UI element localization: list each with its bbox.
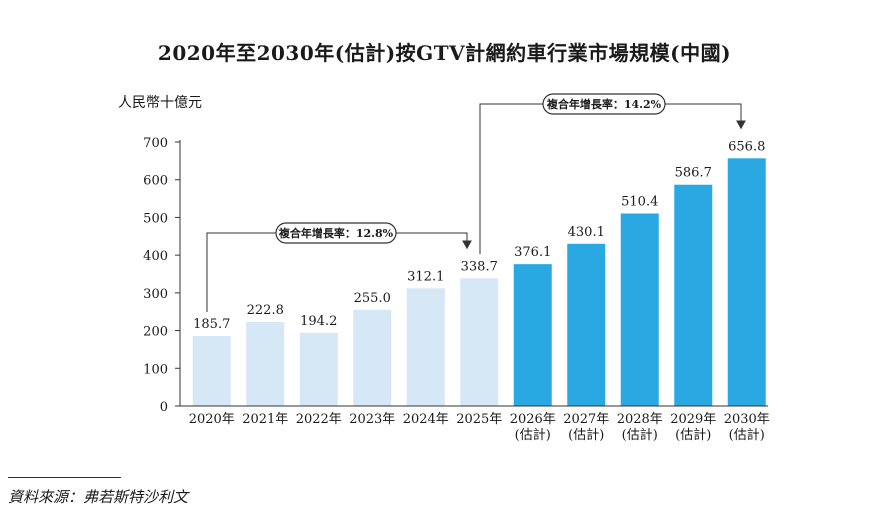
bar [406, 288, 445, 406]
cagr-annotations: 複合年增長率：12.8% 複合年增長率：14.2% [206, 93, 746, 312]
x-tick-label: 2030年 [724, 412, 770, 427]
x-tick-label: 2026年 [510, 412, 556, 427]
y-tick-label: 100 [143, 362, 168, 377]
y-tick-label: 600 [143, 174, 168, 189]
data-label: 338.7 [461, 259, 498, 274]
bar [727, 158, 766, 406]
cagr-label: 複合年增長率：14.2% [546, 97, 662, 111]
x-tick-label: 2025年 [456, 412, 502, 427]
data-label: 430.1 [568, 225, 605, 240]
x-tick-label: (估計) [515, 427, 551, 443]
data-label: 255.0 [354, 291, 391, 306]
x-tick-label: 2029年 [670, 412, 716, 427]
x-tick-label: (估計) [568, 427, 604, 443]
bar [513, 264, 552, 406]
bar [460, 278, 499, 406]
y-axis-label: 人民幣十億元 [118, 95, 202, 111]
y-tick-label: 300 [143, 287, 168, 302]
x-tick-label: 2023年 [349, 412, 395, 427]
y-tick-label: 700 [143, 136, 168, 151]
x-tick-label: 2024年 [403, 412, 449, 427]
data-label: 222.8 [247, 303, 284, 318]
x-tick-label: (估計) [675, 427, 711, 443]
y-tick-label: 0 [160, 400, 168, 415]
chart-title: 2020年至2030年(估計)按GTV計網約車行業市場規模(中國) [157, 41, 732, 65]
x-tick-label: 2021年 [242, 412, 288, 427]
bar [620, 213, 659, 406]
y-tick-label: 400 [143, 249, 168, 264]
x-tick-label: (估計) [622, 427, 658, 443]
bar [567, 243, 606, 406]
x-tick-label: 2027年 [563, 412, 609, 427]
x-tick-label: 2020年 [189, 412, 235, 427]
bar [299, 332, 338, 406]
data-label: 510.4 [621, 195, 658, 210]
source-divider [8, 477, 121, 478]
bar [353, 309, 392, 406]
data-label: 586.7 [675, 166, 712, 181]
x-tick-label: (估計) [729, 427, 765, 443]
data-label: 376.1 [514, 245, 551, 260]
source-note: 資料來源：弗若斯特沙利文 [8, 488, 189, 506]
data-label: 312.1 [407, 269, 444, 284]
y-tick-label: 500 [143, 211, 168, 226]
cagr-pill [275, 222, 397, 244]
cagr-pill [542, 93, 666, 115]
data-label: 185.7 [193, 317, 230, 332]
data-label: 656.8 [728, 139, 765, 154]
bar [192, 335, 231, 406]
cagr-label: 複合年增長率：12.8% [278, 226, 394, 240]
data-label: 194.2 [300, 314, 337, 329]
labels: 人民幣十億元 185.7 2020年 222.8 2021年 194.2 2022年 255.… [118, 95, 770, 443]
bar [674, 184, 713, 406]
y-tick-label: 200 [143, 325, 168, 340]
bars [192, 158, 766, 406]
bar [246, 321, 285, 406]
axes [175, 140, 768, 407]
x-tick-label: 2022年 [296, 412, 342, 427]
x-tick-label: 2028年 [617, 412, 663, 427]
